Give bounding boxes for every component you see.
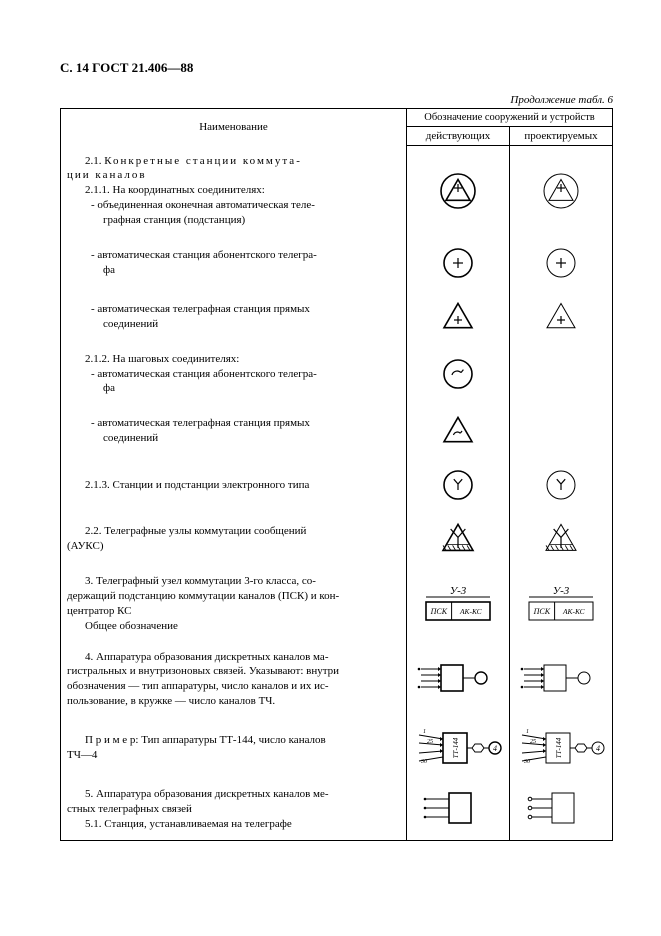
svg-text:30: 30 (523, 759, 530, 765)
svg-text:25: 25 (530, 739, 536, 745)
symbol-projected (510, 344, 613, 405)
row-text: П р и м е р: Тип аппаратуры ТТ-144, числ… (61, 717, 407, 779)
symbol-existing (407, 779, 510, 840)
row-text: 3. Телеграфный узел коммутации 3-го клас… (61, 566, 407, 641)
symbol-existing (407, 458, 510, 512)
symbol-existing (407, 344, 510, 405)
symbol-table: Наименование Обозначение сооружений и ус… (60, 108, 613, 841)
continuation-label: Продолжение табл. 6 (60, 94, 613, 106)
row-text: - автоматическая станция абонентского те… (61, 236, 407, 290)
svg-text:ПСК: ПСК (430, 607, 448, 616)
symbol-projected: У-3 ПСК АК-КС (510, 566, 613, 641)
page-header: С. 14 ГОСТ 21.406—88 (60, 60, 613, 76)
col-projected-header: проектируемых (510, 127, 613, 146)
col-existing-header: действующих (407, 127, 510, 146)
symbol-projected: ТТ-144 1 30 25 4 (510, 717, 613, 779)
svg-text:У-3: У-3 (450, 585, 467, 597)
symbol-existing (407, 404, 510, 458)
symbol-existing: ТТ-144 1 30 25 4 (407, 717, 510, 779)
symbol-existing (407, 642, 510, 717)
svg-text:АК-КС: АК-КС (562, 607, 586, 616)
symbol-existing: У-3 ПСК АК-КС (407, 566, 510, 641)
svg-text:ПСК: ПСК (533, 607, 551, 616)
col-group-header: Обозначение сооружений и устройств (407, 109, 613, 127)
symbol-projected (510, 458, 613, 512)
symbol-projected (510, 290, 613, 344)
svg-text:У-3: У-3 (553, 585, 570, 597)
symbol-existing (407, 236, 510, 290)
svg-text:АК-КС: АК-КС (459, 607, 483, 616)
symbol-projected (510, 146, 613, 236)
symbol-projected (510, 779, 613, 840)
row-text: 2.1. Конкретные станции коммута-ции кана… (61, 146, 407, 236)
svg-text:1: 1 (423, 729, 426, 735)
symbol-projected (510, 404, 613, 458)
svg-text:4: 4 (493, 744, 497, 753)
col-name-header: Наименование (61, 109, 407, 146)
row-text: 4. Аппаратура образования дискретных кан… (61, 642, 407, 717)
row-text: - автоматическая телеграфная станция пря… (61, 290, 407, 344)
svg-text:ТТ-144: ТТ-144 (452, 737, 460, 758)
symbol-existing (407, 512, 510, 566)
svg-text:ТТ-144: ТТ-144 (555, 737, 563, 758)
symbol-projected (510, 512, 613, 566)
symbol-projected (510, 642, 613, 717)
svg-text:30: 30 (420, 759, 427, 765)
symbol-existing (407, 290, 510, 344)
svg-text:1: 1 (526, 729, 529, 735)
svg-text:25: 25 (427, 739, 433, 745)
row-text: - автоматическая телеграфная станция пря… (61, 404, 407, 458)
symbol-projected (510, 236, 613, 290)
row-text: 2.1.2. На шаговых соединителях:- автомат… (61, 344, 407, 405)
svg-text:4: 4 (596, 744, 600, 753)
row-text: 5. Аппаратура образования дискретных кан… (61, 779, 407, 840)
row-text: 2.1.3. Станции и подстанции электронного… (61, 458, 407, 512)
symbol-existing (407, 146, 510, 236)
row-text: 2.2. Телеграфные узлы коммутации сообщен… (61, 512, 407, 566)
